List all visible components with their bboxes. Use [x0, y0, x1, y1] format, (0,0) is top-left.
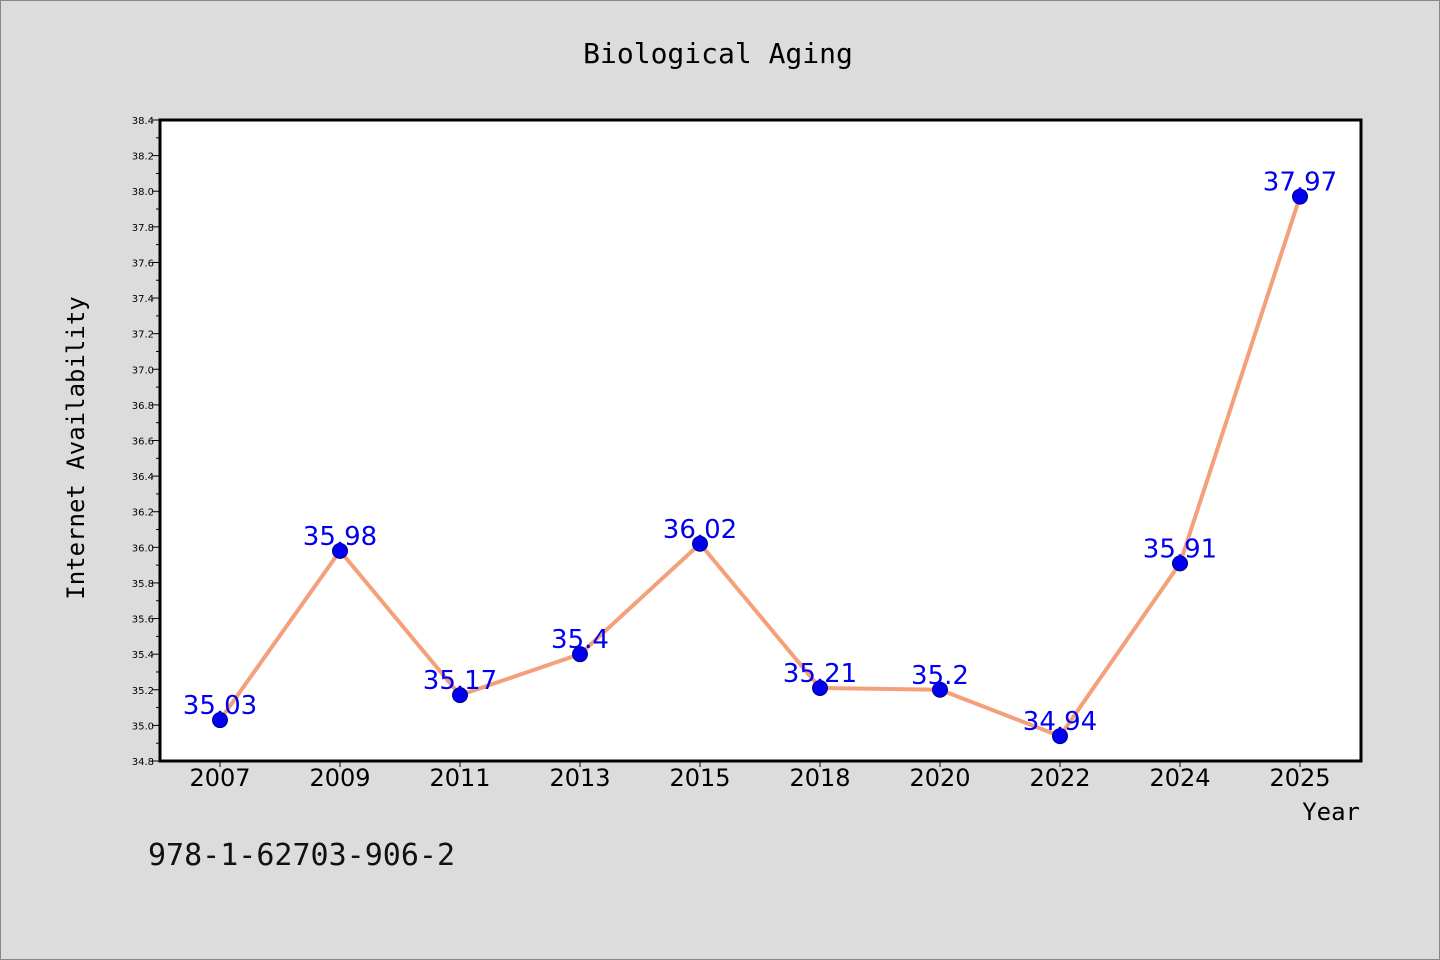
- data-point: [692, 535, 708, 552]
- data-point: [932, 681, 948, 698]
- data-label: 35.21: [783, 659, 857, 689]
- data-point: [812, 679, 828, 696]
- data-point: [212, 712, 228, 729]
- x-tick-label: 2018: [789, 764, 850, 792]
- y-tick-label: 36.4: [132, 472, 154, 483]
- data-label: 36.02: [663, 515, 737, 545]
- y-axis-label: Internet Availability: [62, 296, 90, 599]
- y-tick-label: 36.2: [132, 508, 154, 519]
- y-tick-label: 35.0: [132, 721, 154, 732]
- chart-title: Biological Aging: [583, 37, 853, 70]
- y-tick-label: 38.2: [132, 152, 154, 163]
- data-label: 35.2: [911, 661, 969, 691]
- x-axis: 2007 2009 2011 2013 2015 2018 2020 2022 2024 2025: [189, 761, 1331, 792]
- data-point: [1292, 188, 1308, 205]
- data-label: 35.03: [183, 691, 257, 721]
- series-line: [218, 195, 1302, 739]
- data-label: 35.91: [1143, 534, 1217, 564]
- data-point: [332, 542, 348, 559]
- y-tick-label: 35.8: [132, 579, 154, 590]
- x-tick-label: 2022: [1029, 764, 1090, 792]
- y-axis: 34.8 35.0 35.2 35.4 35.6 35.8 36.0 36.2 36.4 36.6…: [132, 116, 160, 768]
- x-tick-label: 2025: [1269, 764, 1330, 792]
- isbn-text: 978-1-62703-906-2: [148, 838, 455, 873]
- data-label: 34.94: [1023, 707, 1097, 737]
- y-tick-label: 37.6: [132, 258, 154, 269]
- y-tick-label: 38.0: [132, 187, 154, 198]
- x-tick-label: 2011: [429, 764, 490, 792]
- x-axis-label: Year: [1302, 798, 1360, 826]
- y-tick-label: 37.8: [132, 223, 154, 234]
- x-tick-label: 2015: [669, 764, 730, 792]
- data-point: [1052, 728, 1068, 745]
- data-label: 35.98: [303, 522, 377, 552]
- y-tick-label: 35.2: [132, 686, 154, 697]
- data-point: [572, 646, 588, 663]
- y-tick-label: 35.4: [132, 650, 154, 661]
- data-point: [452, 687, 468, 704]
- data-point: [1172, 555, 1188, 572]
- data-label: 35.4: [551, 625, 609, 655]
- y-tick-label: 36.6: [132, 437, 154, 448]
- y-tick-label: 37.2: [132, 330, 154, 341]
- x-tick-label: 2020: [909, 764, 970, 792]
- x-tick-label: 2013: [549, 764, 610, 792]
- x-tick-label: 2024: [1149, 764, 1210, 792]
- x-tick-label: 2007: [189, 764, 250, 792]
- plot-area: [158, 118, 1363, 763]
- data-label: 37.97: [1263, 168, 1337, 198]
- y-tick-label: 37.0: [132, 365, 154, 376]
- y-tick-label: 35.6: [132, 615, 154, 626]
- y-tick-label: 34.8: [132, 757, 154, 768]
- data-label: 35.17: [423, 666, 497, 696]
- y-tick-label: 36.0: [132, 543, 154, 554]
- x-tick-label: 2009: [309, 764, 370, 792]
- series-group: 35.03 35.98 35.17 35.4 36.02 35.21 35.2 34.94 35…: [183, 168, 1337, 745]
- y-tick-label: 38.4: [132, 116, 154, 127]
- y-tick-label: 36.8: [132, 401, 154, 412]
- y-tick-label: 37.4: [132, 294, 154, 305]
